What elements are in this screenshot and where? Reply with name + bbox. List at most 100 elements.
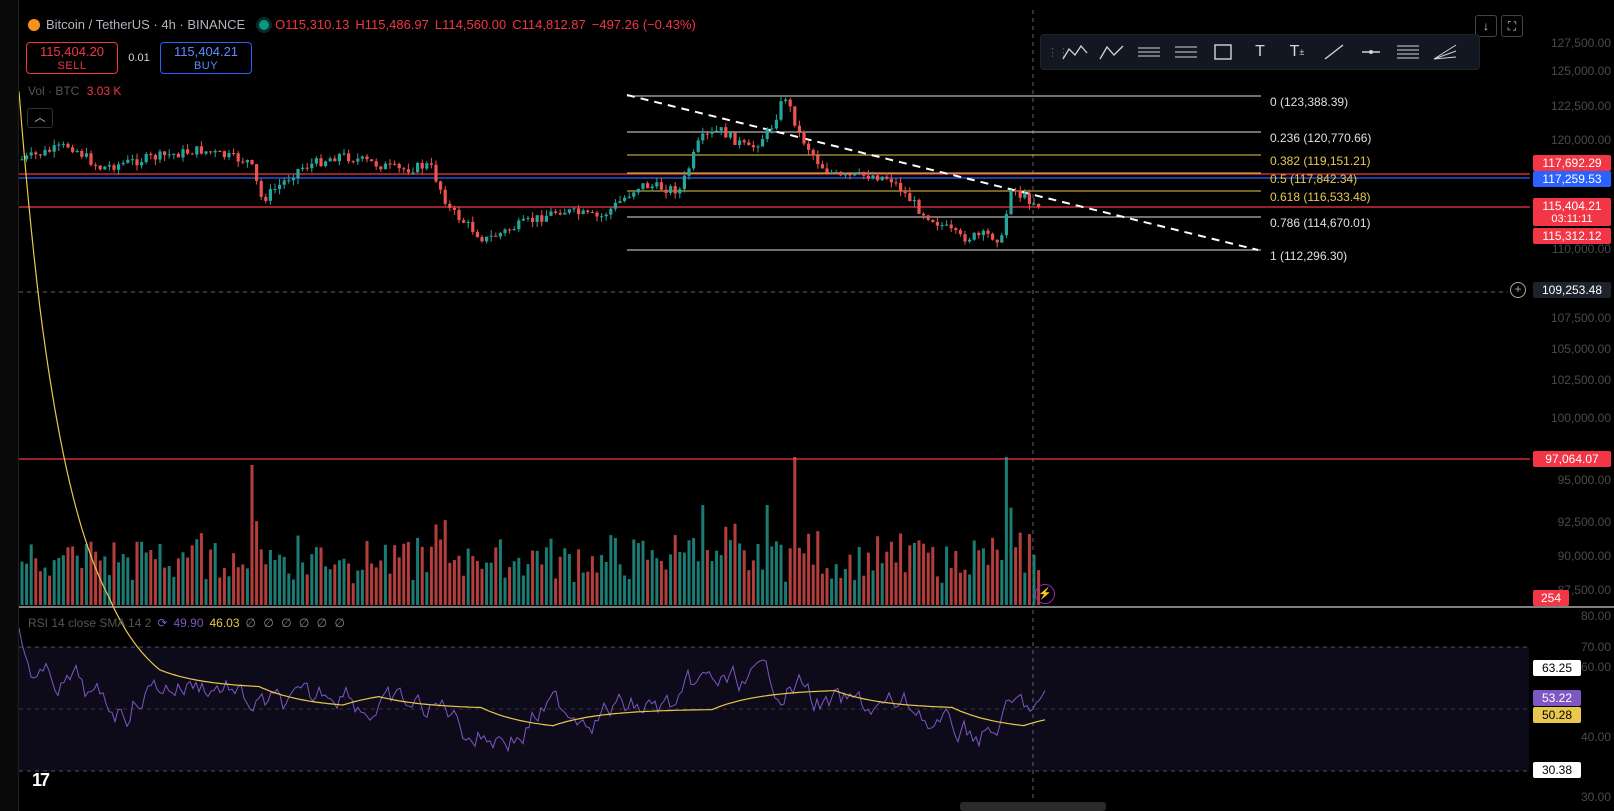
regression-icon[interactable]: [1132, 37, 1166, 67]
fib-fan-icon[interactable]: [1428, 37, 1462, 67]
volume-bar: [595, 572, 599, 605]
candle-body: [784, 99, 788, 102]
candle-body: [75, 150, 79, 152]
volume-bar: [508, 567, 512, 605]
volume-legend[interactable]: Vol · BTC 3.03 K: [28, 84, 121, 98]
candle-body: [641, 183, 645, 189]
volume-bar: [319, 547, 323, 605]
volume-bar: [360, 569, 364, 605]
candle-body: [715, 130, 719, 132]
symbol-title[interactable]: Bitcoin / TetherUS · 4h · BINANCE: [46, 17, 246, 32]
candle-body: [466, 222, 470, 224]
volume-bar: [935, 576, 939, 605]
time-scrollbar[interactable]: [960, 802, 1106, 811]
candle-body: [167, 154, 171, 156]
volume-bar: [521, 575, 525, 605]
volume-bar: [227, 576, 231, 605]
fullscreen-icon[interactable]: ⛶: [1501, 15, 1523, 37]
volume-bar: [567, 554, 571, 605]
collapse-legend-button[interactable]: ︿: [27, 108, 53, 128]
volume-bar: [912, 542, 916, 605]
sell-button[interactable]: 115,404.20 SELL: [26, 42, 118, 74]
rsi-settings-icon[interactable]: ⟳: [157, 616, 168, 630]
xabcd-pattern-icon[interactable]: [1058, 37, 1092, 67]
volume-value: 3.03 K: [86, 84, 122, 98]
candle-body: [512, 229, 516, 231]
candle-body: [1023, 193, 1027, 198]
volume-bar: [1000, 560, 1004, 605]
candle-body: [209, 151, 213, 153]
volume-bar: [917, 540, 921, 605]
text-icon[interactable]: T: [1255, 43, 1265, 60]
bitcoin-icon: [28, 18, 40, 31]
candle-body: [434, 164, 438, 182]
volume-bar: [126, 557, 130, 605]
candle-body: [227, 153, 231, 158]
rsi-tick: 30.00: [1580, 790, 1611, 804]
horizontal-ray-icon[interactable]: [1354, 37, 1388, 67]
candle-body: [738, 140, 742, 145]
volume-bar: [130, 579, 134, 605]
fib-retracement-icon[interactable]: [1391, 37, 1425, 67]
candle-body: [439, 181, 443, 190]
volume-bar: [549, 538, 553, 605]
candle-body: [475, 232, 479, 238]
buy-button[interactable]: 115,404.21 BUY: [160, 42, 252, 74]
tradingview-logo[interactable]: 17: [32, 770, 50, 790]
volume-bar: [540, 564, 544, 605]
candle-body: [655, 182, 659, 187]
volume-bar: [715, 550, 719, 605]
abcd-pattern-icon[interactable]: [1095, 37, 1129, 67]
volume-bar: [462, 575, 466, 605]
candle-body: [250, 159, 254, 165]
volume-bar: [627, 578, 631, 605]
volume-bar: [632, 539, 636, 605]
volume-bar: [52, 560, 56, 605]
volume-bar: [839, 577, 843, 605]
download-icon[interactable]: ↓: [1475, 15, 1497, 37]
left-toolbar[interactable]: [0, 0, 19, 811]
candle-body: [324, 161, 328, 167]
parallel-channel-icon[interactable]: [1169, 37, 1203, 67]
candle-body: [958, 230, 962, 235]
volume-bar: [830, 578, 834, 605]
add-alert-icon[interactable]: +: [1510, 282, 1526, 298]
volume-bar: [89, 541, 93, 605]
ohlc-high: H115,486.97: [355, 17, 429, 32]
volume-bar: [190, 545, 194, 605]
volume-bar: [687, 540, 691, 605]
volume-bar: [71, 546, 75, 605]
fib-level-label: 0.786 (114,670.01): [1270, 216, 1371, 230]
replay-bolt-icon[interactable]: ⚡: [1035, 584, 1055, 604]
volume-bar: [802, 553, 806, 605]
fib-level-label: 1 (112,296.30): [1270, 249, 1348, 263]
price-tick: 95,000.00: [1557, 473, 1611, 487]
volume-bar: [963, 569, 967, 605]
candle-body: [894, 182, 898, 184]
rsi-line: [18, 627, 1046, 753]
candle-body: [443, 189, 447, 204]
text-label-icon[interactable]: T ±: [1289, 43, 1305, 60]
trend-line-icon[interactable]: [1317, 37, 1351, 67]
volume-bar: [158, 544, 162, 605]
volume-bar: [268, 549, 272, 605]
candle-body: [747, 142, 751, 146]
volume-bar: [480, 568, 484, 605]
rectangle-icon[interactable]: [1206, 37, 1240, 67]
candle-body: [908, 193, 912, 202]
candle-body: [149, 154, 153, 156]
drag-handle-icon[interactable]: ⋮⋮: [1047, 46, 1069, 59]
volume-bar: [618, 564, 622, 605]
candle-body: [370, 159, 374, 162]
volume-bar: [535, 550, 539, 605]
volume-bar: [1018, 532, 1022, 605]
candle-body: [604, 214, 608, 217]
sell-label: SELL: [57, 60, 87, 72]
volume-bar: [498, 539, 502, 605]
candle-body: [774, 119, 778, 129]
rsi-legend[interactable]: RSI 14 close SMA 14 2 ⟳ 49.90 46.03 ∅ ∅ …: [28, 616, 347, 630]
volume-bar: [1004, 457, 1008, 605]
volume-bar: [356, 570, 360, 605]
candle-body: [834, 172, 838, 174]
